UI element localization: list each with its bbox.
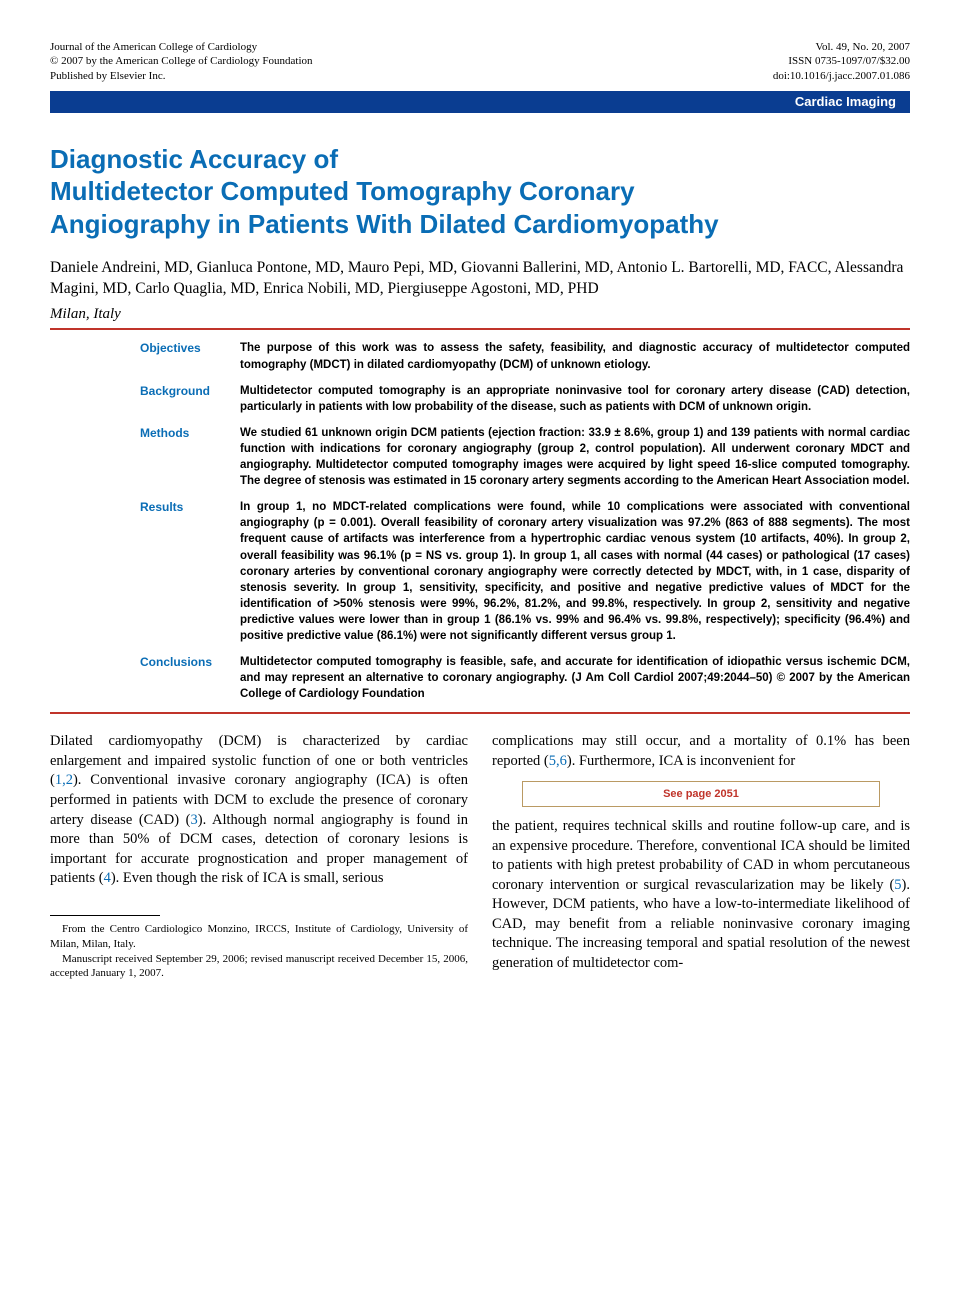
category-label: Cardiac Imaging [795,93,896,111]
title-line-1: Diagnostic Accuracy of [50,143,910,176]
results-label: Results [140,499,240,644]
footnote-dates: Manuscript received September 29, 2006; … [50,952,468,982]
authors: Daniele Andreini, MD, Gianluca Pontone, … [50,258,910,300]
citation-link[interactable]: 5,6 [549,753,567,769]
article-title: Diagnostic Accuracy of Multidetector Com… [50,143,910,241]
body-paragraph: Dilated cardiomyopathy (DCM) is characte… [50,732,468,889]
category-bar: Cardiac Imaging [50,91,910,113]
methods-text: We studied 61 unknown origin DCM patient… [240,425,910,489]
body-text: ). Even though the risk of ICA is small,… [111,870,384,886]
citation-link[interactable]: 5 [894,877,901,893]
journal-header: Journal of the American College of Cardi… [50,40,910,83]
footnote-rule [50,915,160,916]
body-paragraph: the patient, requires technical skills a… [492,817,910,974]
doi: doi:10.1016/j.jacc.2007.01.086 [773,69,910,83]
footnote: From the Centro Cardiologico Monzino, IR… [50,922,468,981]
objectives-text: The purpose of this work was to assess t… [240,340,910,372]
bottom-red-rule [50,712,910,714]
body-column-right: complications may still occur, and a mor… [492,732,910,981]
see-page-box: See page 2051 [522,781,880,807]
see-page-label[interactable]: See page 2051 [663,788,739,800]
citation-link[interactable]: 3 [191,812,198,828]
affiliation: Milan, Italy [50,304,910,324]
volume-issue: Vol. 49, No. 20, 2007 [773,40,910,54]
title-line-2: Multidetector Computed Tomography Corona… [50,175,910,208]
body-columns: Dilated cardiomyopathy (DCM) is characte… [50,732,910,981]
citation-link[interactable]: 1,2 [55,772,73,788]
issn: ISSN 0735-1097/07/$32.00 [773,54,910,68]
abstract-results: Results In group 1, no MDCT-related comp… [140,499,910,644]
title-line-3: Angiography in Patients With Dilated Car… [50,208,910,241]
body-text: the patient, requires technical skills a… [492,818,910,893]
body-paragraph: complications may still occur, and a mor… [492,732,910,771]
abstract-methods: Methods We studied 61 unknown origin DCM… [140,425,910,489]
footnote-affiliation: From the Centro Cardiologico Monzino, IR… [50,922,468,952]
abstract-conclusions: Conclusions Multidetector computed tomog… [140,654,910,702]
objectives-label: Objectives [140,340,240,372]
journal-name: Journal of the American College of Cardi… [50,40,313,54]
abstract-background: Background Multidetector computed tomogr… [140,383,910,415]
header-right: Vol. 49, No. 20, 2007 ISSN 0735-1097/07/… [773,40,910,83]
header-left: Journal of the American College of Cardi… [50,40,313,83]
copyright: © 2007 by the American College of Cardio… [50,54,313,68]
background-label: Background [140,383,240,415]
background-text: Multidetector computed tomography is an … [240,383,910,415]
publisher: Published by Elsevier Inc. [50,69,313,83]
conclusions-label: Conclusions [140,654,240,702]
title-block: Diagnostic Accuracy of Multidetector Com… [50,143,910,241]
abstract: Objectives The purpose of this work was … [50,340,910,702]
methods-label: Methods [140,425,240,489]
conclusions-text: Multidetector computed tomography is fea… [240,654,910,702]
body-column-left: Dilated cardiomyopathy (DCM) is characte… [50,732,468,981]
abstract-objectives: Objectives The purpose of this work was … [140,340,910,372]
results-text: In group 1, no MDCT-related complication… [240,499,910,644]
citation-link[interactable]: 4 [104,870,111,886]
body-text: ). Furthermore, ICA is inconvenient for [567,753,795,769]
top-red-rule [50,328,910,330]
